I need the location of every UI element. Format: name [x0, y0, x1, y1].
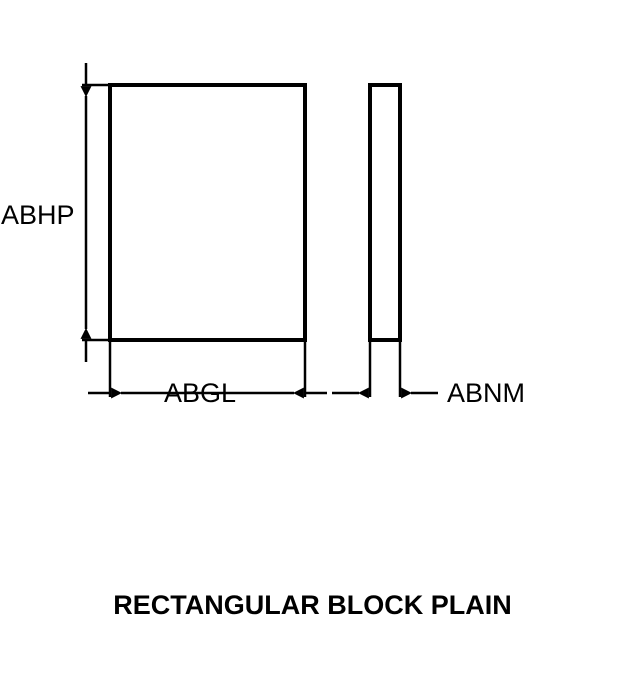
front-view-rect	[110, 85, 305, 340]
side-view-rect	[370, 85, 400, 340]
abgl-label: ABGL	[164, 378, 236, 408]
abnm-label: ABNM	[447, 378, 525, 408]
diagram-canvas: ABHP ABGL ABNM	[0, 0, 625, 685]
abhp-label: ABHP	[1, 200, 75, 230]
diagram-caption: RECTANGULAR BLOCK PLAIN	[0, 590, 625, 621]
